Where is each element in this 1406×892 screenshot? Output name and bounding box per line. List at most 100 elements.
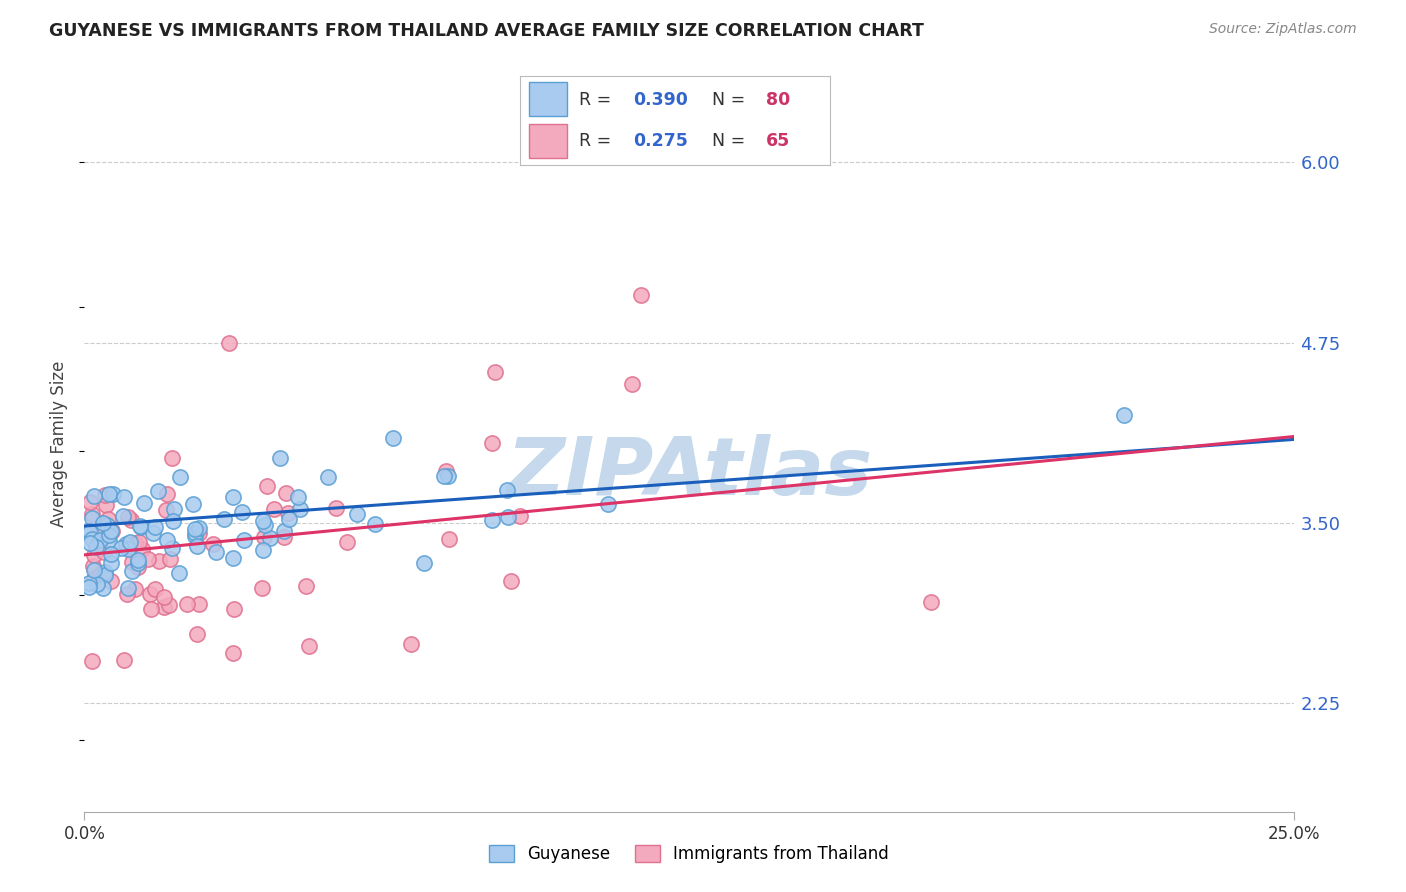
Point [316,470,339,484]
Point [97,487,120,501]
Point [100,547,122,561]
Point [90,567,112,582]
Point [276,486,298,500]
Legend: Guyanese, Immigrants from Thailand: Guyanese, Immigrants from Thailand [482,838,896,870]
Point [127,552,149,566]
Point [181,497,204,511]
Point [222,490,245,504]
Point [222,550,245,565]
Point [183,522,205,536]
Point [187,520,209,534]
Point [277,512,299,526]
Point [77,576,100,591]
Point [86,576,108,591]
Point [290,502,312,516]
Point [79,524,101,539]
Point [156,487,179,501]
Point [224,602,246,616]
Point [97,533,120,548]
Point [115,587,138,601]
Point [127,560,149,574]
Point [143,582,166,596]
Text: N =: N = [711,132,751,150]
Point [495,483,517,498]
Point [169,470,191,484]
Point [91,581,114,595]
Point [298,639,321,653]
Point [155,503,177,517]
Point [509,508,531,523]
Point [188,597,211,611]
Point [269,450,291,465]
Point [186,627,208,641]
Point [129,519,152,533]
Point [437,468,460,483]
Point [363,517,385,532]
Point [112,490,135,504]
Point [100,524,122,538]
Point [212,512,235,526]
Point [98,527,121,541]
Point [148,554,170,568]
Point [80,507,103,521]
Point [273,530,295,544]
Point [83,573,105,587]
Point [115,540,138,554]
Point [222,646,245,660]
Y-axis label: Average Family Size: Average Family Size [51,360,69,527]
Bar [530,124,567,158]
Text: 65: 65 [766,132,790,150]
Point [146,484,169,499]
Point [433,469,456,483]
Point [287,490,309,504]
Point [153,599,176,614]
Point [143,520,166,534]
Text: 0.275: 0.275 [633,132,688,150]
Point [110,541,132,556]
Point [79,495,101,509]
Text: N =: N = [711,91,751,109]
Text: 0.390: 0.390 [633,91,688,109]
Point [112,653,135,667]
Point [501,574,523,588]
Point [131,541,153,556]
Bar [530,82,567,116]
Point [184,525,207,540]
Point [1114,408,1136,422]
Point [167,566,190,581]
Text: 80: 80 [766,91,790,109]
Text: GUYANESE VS IMMIGRANTS FROM THAILAND AVERAGE FAMILY SIZE CORRELATION CHART: GUYANESE VS IMMIGRANTS FROM THAILAND AVE… [49,22,924,40]
Point [128,519,150,533]
Point [121,565,143,579]
Point [253,518,276,533]
Point [231,505,253,519]
Point [117,581,139,595]
Point [94,566,117,580]
Point [252,543,274,558]
Point [128,535,150,549]
Point [481,513,503,527]
Point [124,536,146,550]
Point [139,587,162,601]
Point [187,526,209,541]
Point [163,501,186,516]
Point [121,555,143,569]
Point [159,552,181,566]
Point [100,574,122,588]
Point [80,510,103,524]
Point [157,598,180,612]
Point [89,533,111,548]
Point [115,537,138,551]
Point [160,541,183,555]
Point [263,502,285,516]
Point [232,533,254,547]
Point [111,509,134,524]
Text: R =: R = [579,91,617,109]
Point [496,509,519,524]
Point [82,558,104,573]
Point [139,602,162,616]
Point [218,335,240,350]
Point [94,488,117,502]
Point [481,436,503,450]
Point [204,545,226,559]
